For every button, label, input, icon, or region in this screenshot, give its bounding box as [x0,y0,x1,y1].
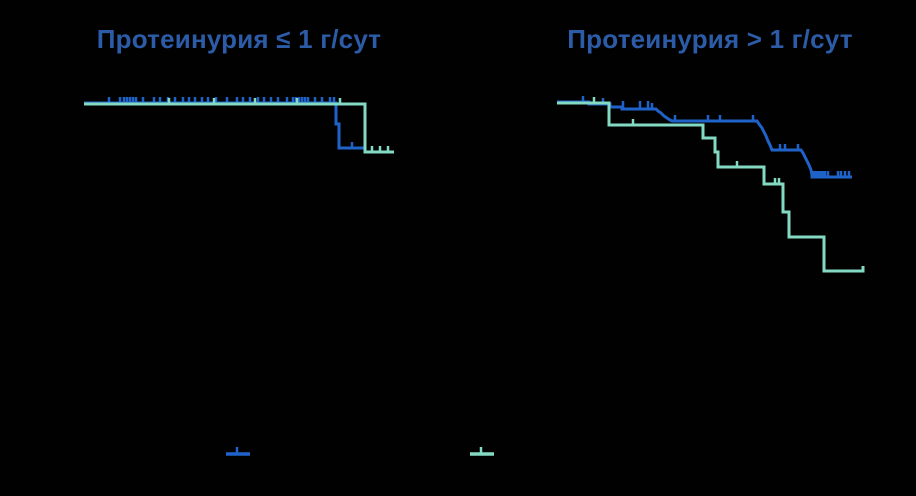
km-curve-teal-right [557,101,865,273]
panel-title-right: Протеинурия > 1 г/сут [567,24,853,54]
panel-title-left: Протеинурия ≤ 1 г/сут [96,24,382,54]
km-curve-blue-right [557,100,852,179]
km-curve-teal-left [84,102,394,154]
km-curve-blue-left [84,101,365,150]
